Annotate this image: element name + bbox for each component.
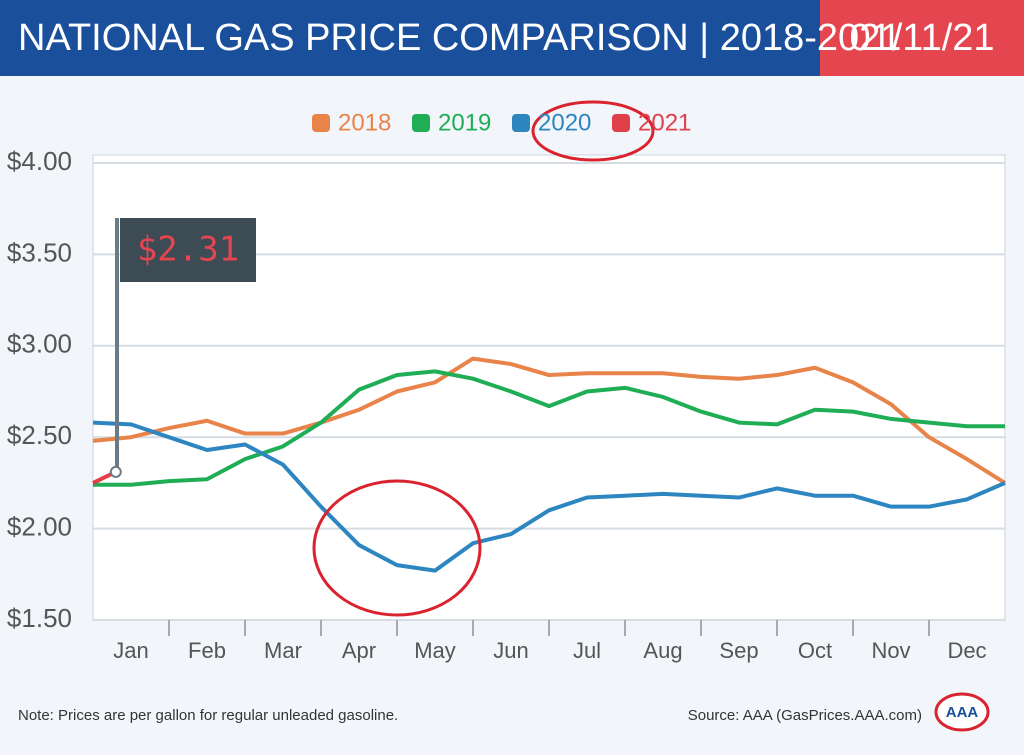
x-tick-label: Sep xyxy=(719,638,758,663)
y-tick-label: $3.00 xyxy=(7,329,72,359)
date-box xyxy=(820,0,1024,76)
legend-label: 2018 xyxy=(338,109,391,136)
legend-swatch xyxy=(612,114,630,132)
x-tick-label: Jan xyxy=(113,638,148,663)
legend-label: 2019 xyxy=(438,109,491,136)
x-tick-label: Jun xyxy=(493,638,528,663)
highlight-circle xyxy=(531,100,655,162)
source: Source: AAA (GasPrices.AAA.com) xyxy=(688,707,922,724)
header-bar xyxy=(0,0,820,76)
flag-marker xyxy=(109,465,122,478)
x-tick-label: Jul xyxy=(573,638,601,663)
x-tick-label: Dec xyxy=(947,638,986,663)
logo-ring xyxy=(934,692,990,732)
series-line xyxy=(93,369,1005,487)
x-tick-label: Aug xyxy=(643,638,682,663)
legend-swatch xyxy=(412,114,430,132)
y-tick-label: $2.50 xyxy=(7,420,72,450)
x-tick-label: Apr xyxy=(342,638,376,663)
chart-title: NATIONAL GAS PRICE COMPARISON | 2018-202… xyxy=(18,17,901,59)
flag xyxy=(120,218,256,282)
annotation: $2.31 xyxy=(137,230,239,270)
x-tick-label: Feb xyxy=(188,638,226,663)
highlight-circle xyxy=(312,479,482,617)
date: 01/11/21 xyxy=(849,17,994,59)
note: Note: Prices are per gallon for regular … xyxy=(18,707,398,724)
x-tick-label: Oct xyxy=(798,638,832,663)
x-tick-label: Mar xyxy=(264,638,302,663)
legend-swatch xyxy=(512,114,530,132)
y-tick-label: $2.00 xyxy=(7,511,72,541)
y-tick-label: $3.50 xyxy=(7,237,72,267)
legend-label: 2020 xyxy=(538,109,591,136)
legend-label: 2021 xyxy=(638,109,691,136)
x-tick-label: May xyxy=(414,638,456,663)
y-tick-label: $1.50 xyxy=(7,603,72,633)
series-line xyxy=(92,356,1007,485)
logo: AAA xyxy=(946,704,979,721)
series-line xyxy=(92,420,1006,573)
y-tick-label: $4.00 xyxy=(7,146,72,176)
legend-swatch xyxy=(312,114,330,132)
x-tick-label: Nov xyxy=(871,638,910,663)
